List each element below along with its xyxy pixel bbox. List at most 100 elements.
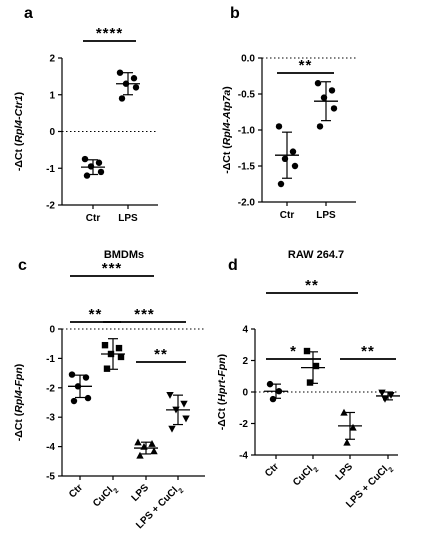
data-point [70, 397, 78, 405]
y-axis-label: -ΔCt (Rpl4-Fpn) [13, 364, 25, 442]
series-ctr [264, 380, 288, 403]
y-tick-label: -2.0 [238, 198, 256, 209]
data-point [343, 438, 351, 446]
data-point [82, 374, 90, 381]
y-tick-label: -0.5 [238, 90, 256, 101]
category-label: LPS [130, 482, 152, 504]
series-lps-cucl2 [376, 389, 400, 403]
category-label: CuCl2 [91, 482, 120, 511]
y-tick-label: -1 [46, 164, 55, 175]
series-ctr [275, 123, 299, 188]
data-point [132, 84, 140, 91]
data-point [291, 162, 299, 170]
data-point [81, 155, 89, 163]
data-point [130, 75, 138, 82]
series-lps-cucl2 [166, 391, 190, 433]
data-point [84, 394, 92, 402]
panel-letter: d [228, 257, 238, 274]
category-label: Ctr [67, 482, 85, 500]
data-point [166, 391, 174, 399]
series-ctr [68, 371, 92, 405]
data-point [314, 80, 322, 87]
series-ctr [81, 155, 105, 179]
data-point [103, 365, 111, 372]
data-point [150, 447, 158, 455]
y-tick-label: -1.5 [238, 162, 256, 173]
data-point [95, 159, 103, 166]
data-point [148, 439, 156, 447]
category-label: Ctr [280, 210, 295, 221]
data-point [115, 344, 123, 352]
data-point [340, 408, 348, 416]
data-point [289, 148, 297, 155]
significance-label: **** [96, 25, 123, 42]
y-tick-label: 1 [49, 90, 55, 101]
category-label: Ctr [263, 461, 281, 479]
data-point [275, 123, 283, 130]
panel-title: BMDMs [104, 249, 144, 261]
panel-b: b -2.0 -1.5 -1.0 -0.5 0.0 Ctr LPS -ΔCt (Rpl4-Atp… [221, 5, 356, 221]
data-point [136, 451, 144, 459]
data-point [118, 95, 126, 102]
series-lps [338, 408, 362, 446]
data-point [97, 168, 105, 176]
y-tick-label: -2 [46, 383, 55, 394]
data-point [116, 69, 124, 76]
category-label: LPS [316, 210, 336, 221]
data-point [316, 123, 324, 130]
data-point [117, 353, 125, 361]
y-tick-label: -3 [46, 413, 55, 424]
panel-letter: a [24, 5, 33, 22]
y-tick-label: 2 [49, 54, 55, 65]
data-point [134, 438, 142, 446]
data-point [68, 371, 76, 378]
data-point [266, 380, 274, 388]
y-tick-label: 0.0 [241, 54, 255, 65]
panel-a: a -2 -1 0 1 2 Ctr LPS -ΔCt (Rpl4-Ctr1) **** [13, 5, 158, 224]
series-lps [134, 438, 158, 459]
y-tick-label: -4 [239, 451, 248, 462]
data-point [378, 389, 386, 397]
significance-label: *** [134, 306, 155, 323]
data-point [349, 423, 357, 431]
series-lps [116, 69, 140, 102]
category-label: LPS [334, 461, 356, 483]
data-point [328, 87, 336, 94]
data-point [277, 180, 285, 188]
data-point [303, 347, 311, 355]
y-axis-label: -ΔCt (Rpl4-Atp7a) [221, 86, 233, 173]
data-point [269, 395, 277, 403]
y-tick-label: -4 [46, 442, 55, 453]
data-point [83, 172, 91, 179]
significance-label: ** [299, 57, 313, 74]
data-point [180, 400, 188, 408]
y-tick-label: 2 [242, 356, 248, 367]
y-axis-label: -ΔCt (Hprt-Fpn) [216, 354, 228, 430]
y-tick-label: 0 [49, 127, 55, 138]
data-point [312, 362, 320, 370]
y-axis-label: -ΔCt (Rpl4-Ctr1) [13, 92, 25, 171]
y-tick-label: -1.0 [238, 126, 256, 137]
y-tick-label: -1 [46, 354, 55, 365]
series-cucl2 [301, 347, 325, 386]
y-tick-label: 0 [242, 388, 248, 399]
category-label: LPS [118, 213, 138, 224]
y-tick-label: -2 [46, 201, 55, 212]
category-label: Ctr [86, 213, 101, 224]
y-tick-label: 4 [242, 325, 248, 336]
data-point [330, 105, 338, 112]
panel-letter: b [230, 5, 240, 22]
y-tick-label: -2 [239, 419, 248, 430]
y-tick-label: -5 [46, 472, 55, 483]
panel-letter: c [18, 257, 27, 274]
data-point [168, 425, 176, 433]
data-point [306, 379, 314, 386]
significance-label: * [290, 343, 297, 360]
significance-label: *** [102, 260, 123, 277]
y-tick-label: 0 [49, 325, 55, 336]
significance-label: ** [154, 346, 168, 363]
series-lps [314, 80, 338, 130]
